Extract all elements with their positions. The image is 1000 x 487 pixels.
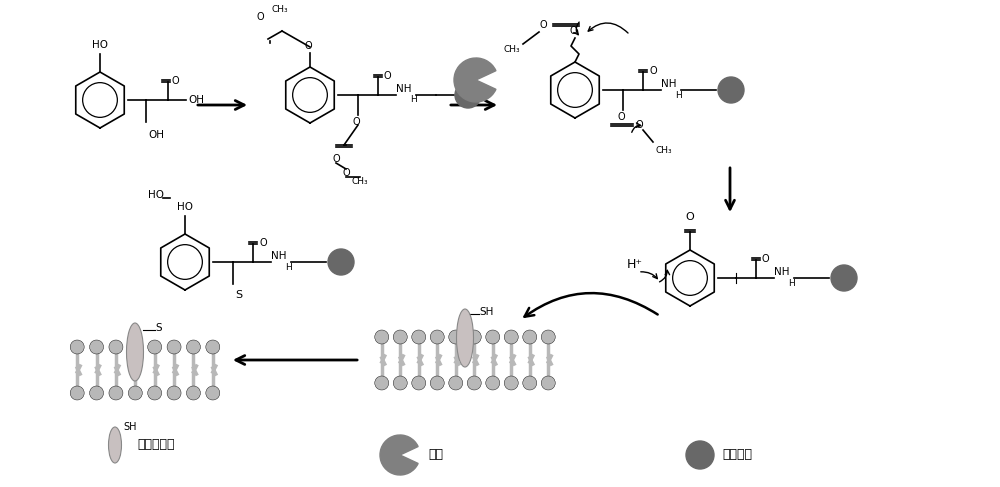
Text: NH: NH bbox=[396, 84, 412, 94]
Circle shape bbox=[504, 330, 518, 344]
Text: H: H bbox=[285, 262, 292, 271]
Circle shape bbox=[486, 330, 500, 344]
Text: OH: OH bbox=[188, 95, 204, 105]
Text: H⁺: H⁺ bbox=[627, 259, 643, 271]
Text: CH₃: CH₃ bbox=[655, 146, 672, 155]
Circle shape bbox=[128, 340, 142, 354]
Circle shape bbox=[167, 340, 181, 354]
Circle shape bbox=[449, 376, 463, 390]
Wedge shape bbox=[380, 435, 418, 475]
Circle shape bbox=[430, 330, 444, 344]
Text: O: O bbox=[569, 26, 577, 36]
Text: O: O bbox=[332, 154, 340, 164]
Text: H: H bbox=[788, 279, 795, 287]
Circle shape bbox=[70, 386, 84, 400]
Text: HO: HO bbox=[177, 202, 193, 212]
Circle shape bbox=[328, 249, 354, 275]
Circle shape bbox=[523, 376, 537, 390]
Circle shape bbox=[686, 441, 714, 469]
Text: S: S bbox=[155, 323, 162, 333]
Text: NH: NH bbox=[661, 79, 676, 89]
Text: HO: HO bbox=[148, 190, 164, 200]
Ellipse shape bbox=[126, 323, 144, 381]
Circle shape bbox=[412, 330, 426, 344]
Text: OH: OH bbox=[148, 130, 164, 140]
Circle shape bbox=[449, 330, 463, 344]
Circle shape bbox=[412, 376, 426, 390]
Circle shape bbox=[455, 82, 481, 108]
Text: SH: SH bbox=[479, 307, 493, 317]
Circle shape bbox=[430, 376, 444, 390]
Circle shape bbox=[393, 376, 407, 390]
Text: O: O bbox=[304, 41, 312, 51]
Ellipse shape bbox=[456, 309, 474, 367]
Circle shape bbox=[206, 386, 220, 400]
Circle shape bbox=[541, 376, 555, 390]
Text: HO: HO bbox=[92, 40, 108, 50]
Text: NH: NH bbox=[271, 251, 287, 261]
Circle shape bbox=[523, 330, 537, 344]
Text: CH₃: CH₃ bbox=[352, 176, 368, 186]
Circle shape bbox=[375, 330, 389, 344]
Text: O: O bbox=[384, 71, 392, 81]
Text: O: O bbox=[342, 168, 350, 178]
Text: 荧光基团: 荧光基团 bbox=[722, 449, 752, 462]
Text: O: O bbox=[617, 112, 625, 122]
Text: O: O bbox=[172, 76, 180, 86]
Text: H: H bbox=[410, 95, 417, 105]
Circle shape bbox=[541, 330, 555, 344]
Text: O: O bbox=[539, 20, 547, 30]
Circle shape bbox=[90, 340, 104, 354]
Text: 细胞内蛋白: 细胞内蛋白 bbox=[137, 438, 175, 451]
Text: O: O bbox=[762, 254, 770, 264]
Text: O: O bbox=[635, 120, 643, 130]
Circle shape bbox=[375, 376, 389, 390]
Text: O: O bbox=[686, 212, 694, 222]
Circle shape bbox=[70, 340, 84, 354]
Text: 酯酶: 酯酶 bbox=[428, 449, 443, 462]
Circle shape bbox=[504, 376, 518, 390]
Ellipse shape bbox=[108, 427, 122, 463]
Text: O: O bbox=[256, 12, 264, 22]
Circle shape bbox=[718, 77, 744, 103]
Circle shape bbox=[128, 386, 142, 400]
Text: NH: NH bbox=[774, 267, 790, 277]
Circle shape bbox=[90, 386, 104, 400]
Circle shape bbox=[486, 376, 500, 390]
Circle shape bbox=[393, 330, 407, 344]
Text: O: O bbox=[259, 238, 267, 248]
Text: O: O bbox=[352, 117, 360, 127]
Text: H: H bbox=[675, 91, 682, 99]
Circle shape bbox=[186, 386, 200, 400]
Text: S: S bbox=[235, 290, 242, 300]
Text: O: O bbox=[649, 66, 657, 76]
Circle shape bbox=[148, 340, 162, 354]
Circle shape bbox=[167, 386, 181, 400]
Circle shape bbox=[109, 340, 123, 354]
Circle shape bbox=[109, 386, 123, 400]
Circle shape bbox=[206, 340, 220, 354]
Text: SH: SH bbox=[123, 422, 136, 432]
Circle shape bbox=[186, 340, 200, 354]
Circle shape bbox=[467, 330, 481, 344]
Circle shape bbox=[467, 376, 481, 390]
Circle shape bbox=[148, 386, 162, 400]
Circle shape bbox=[831, 265, 857, 291]
Text: CH₃: CH₃ bbox=[272, 4, 288, 14]
Wedge shape bbox=[454, 58, 496, 102]
Text: CH₃: CH₃ bbox=[503, 45, 520, 55]
